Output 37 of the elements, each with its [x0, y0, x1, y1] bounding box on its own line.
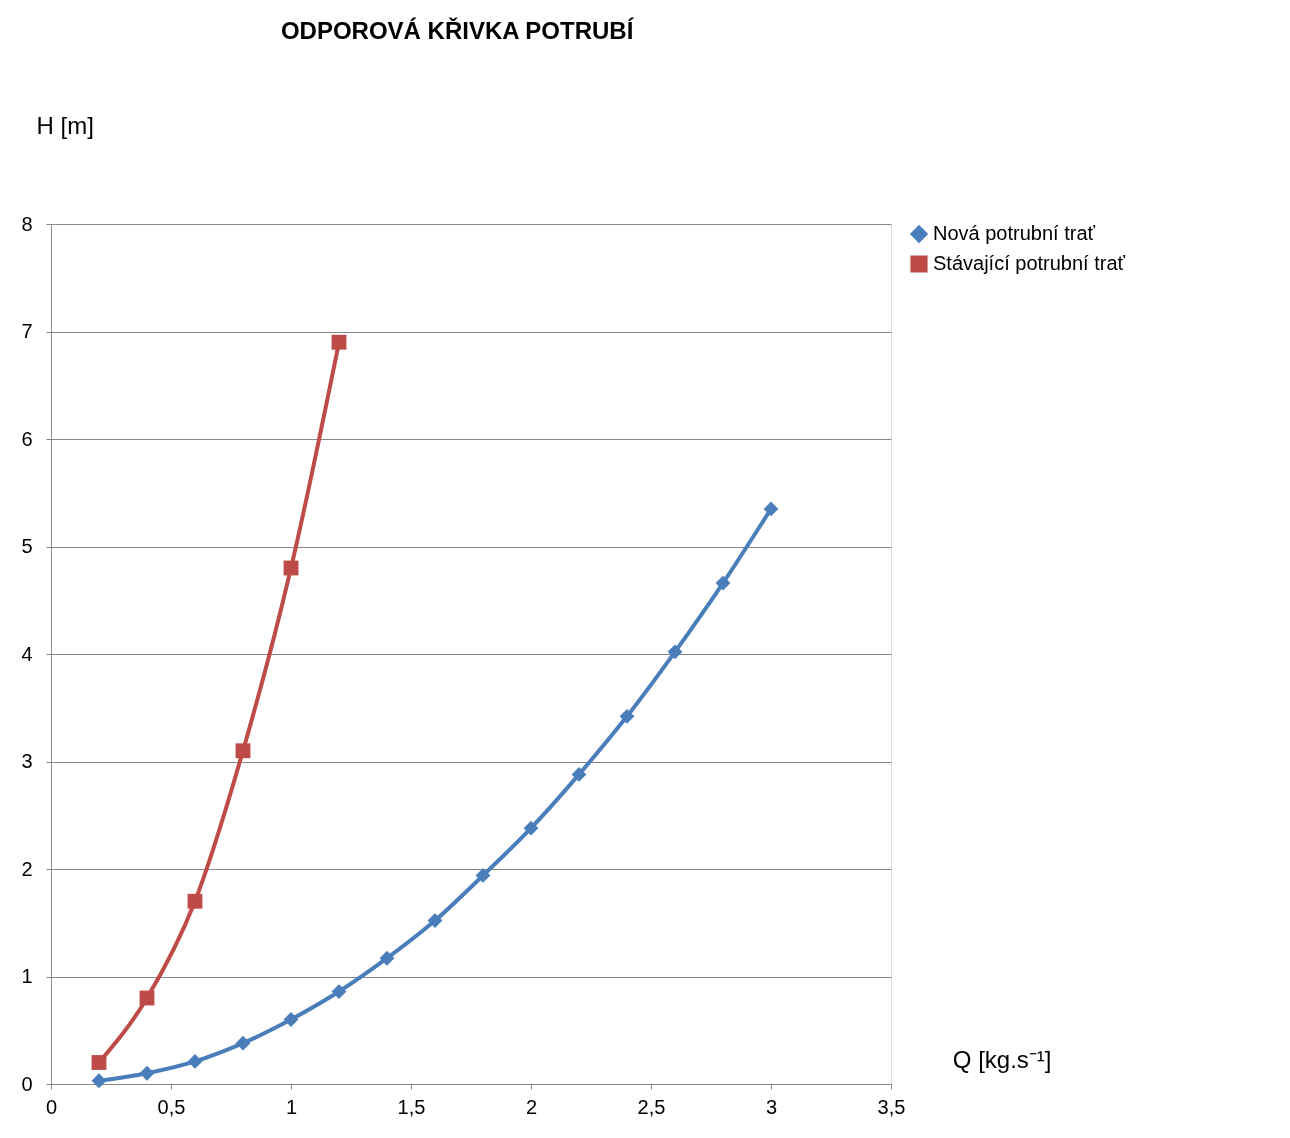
y-tick-label: 1: [21, 965, 33, 987]
y-tick-label: 6: [21, 427, 33, 450]
point: [571, 766, 587, 782]
x-axis-title: Q [kg.s⁻¹]: [952, 1045, 1052, 1073]
point: [379, 950, 395, 966]
point: [91, 1073, 107, 1089]
y-tick-label: 4: [21, 642, 33, 665]
point: [331, 334, 347, 350]
x-tick-label: 3,5: [877, 1095, 906, 1118]
y-axis-title: H [m]: [36, 111, 94, 139]
x-tick-label: 2,5: [637, 1095, 666, 1118]
legend-label: Nová potrubní trať: [933, 222, 1096, 244]
point: [235, 1035, 251, 1051]
x-tick-label: 0: [45, 1095, 58, 1118]
point: [715, 575, 731, 591]
point: [427, 913, 443, 929]
x-tick-label: 1: [285, 1095, 298, 1118]
point: [235, 743, 251, 759]
chart-title: ODPOROVÁ KŘIVKA POTRUBÍ: [280, 17, 635, 44]
x-tick-label: 0,5: [157, 1095, 186, 1118]
point: [187, 893, 203, 909]
x-tick-label: 2: [525, 1095, 538, 1118]
point: [139, 1065, 155, 1081]
point: [91, 1055, 107, 1070]
point: [763, 501, 779, 517]
y-tick-label: 8: [21, 212, 33, 235]
y-tick-label: 2: [21, 857, 33, 880]
y-tick-label: 3: [21, 750, 33, 772]
legend-label: Stávající potrubní trať: [933, 252, 1126, 274]
point: [667, 644, 683, 660]
x-tick-label: 3: [765, 1095, 778, 1118]
y-tick-label: 0: [21, 1072, 33, 1095]
y-tick-label: 7: [21, 320, 33, 342]
x-tick-label: 1,5: [397, 1095, 426, 1118]
point: [523, 820, 539, 836]
y-tick-label: 5: [21, 535, 33, 557]
point: [619, 708, 635, 724]
